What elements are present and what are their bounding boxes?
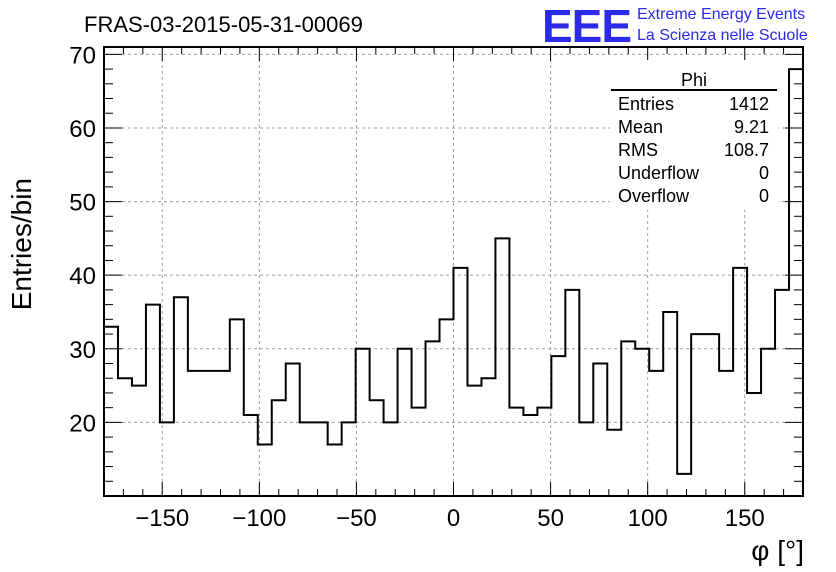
stats-value: 108.7: [724, 140, 769, 160]
stats-box-background: [610, 60, 778, 210]
stats-label: Mean: [618, 117, 663, 137]
y-tick-label: 40: [69, 263, 96, 290]
y-tick-label: 20: [69, 410, 96, 437]
stats-title: Phi: [681, 70, 707, 90]
stats-value: 9.21: [734, 117, 769, 137]
y-tick-label: 30: [69, 337, 96, 364]
x-axis-title: φ [°]: [751, 535, 804, 566]
stats-value: 0: [759, 186, 769, 206]
x-tick-labels: −150 −100 −50 0 50 100 150: [135, 505, 765, 532]
logo-line-2: La Scienza nelle Scuole: [637, 27, 808, 44]
y-axis-title: Entries/bin: [6, 178, 37, 310]
x-tick-label: −100: [232, 505, 286, 532]
x-tick-label: 100: [628, 505, 668, 532]
stats-value: 1412: [729, 94, 769, 114]
stats-label: RMS: [618, 140, 658, 160]
histogram-series: [104, 68, 803, 475]
x-tick-label: −150: [135, 505, 189, 532]
stats-box: Phi Entries 1412 Mean 9.21 RMS 108.7 Underflow…: [610, 60, 778, 210]
axis-ticks: [103, 47, 804, 496]
y-tick-label: 50: [69, 190, 96, 217]
logo-line-1: Extreme Energy Events: [637, 6, 805, 23]
y-tick-label: 70: [69, 42, 96, 69]
eee-logo: EEE: [542, 0, 631, 52]
stats-rows: Entries 1412 Mean 9.21 RMS 108.7 Underflow 0 Ove…: [618, 94, 769, 206]
x-tick-label: 50: [537, 505, 564, 532]
x-tick-label: 150: [725, 505, 765, 532]
x-tick-label: −50: [336, 505, 377, 532]
x-tick-label: 0: [447, 505, 460, 532]
y-tick-labels: 20 30 40 50 60 70: [69, 42, 96, 437]
stats-label: Entries: [618, 94, 674, 114]
chart-title: FRAS-03-2015-05-31-00069: [84, 12, 363, 37]
stats-value: 0: [759, 163, 769, 183]
stats-label: Overflow: [618, 186, 690, 206]
stats-label: Underflow: [618, 163, 700, 183]
y-tick-label: 60: [69, 116, 96, 143]
